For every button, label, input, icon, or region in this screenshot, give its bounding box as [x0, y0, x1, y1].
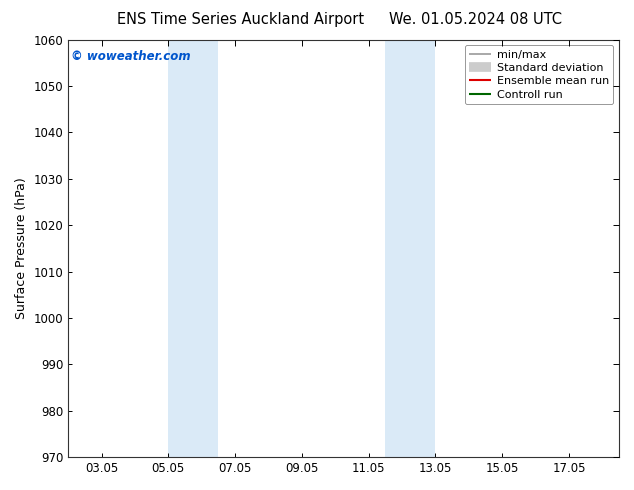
Text: ENS Time Series Auckland Airport: ENS Time Series Auckland Airport: [117, 12, 365, 27]
Legend: min/max, Standard deviation, Ensemble mean run, Controll run: min/max, Standard deviation, Ensemble me…: [465, 45, 614, 104]
Text: © woweather.com: © woweather.com: [71, 50, 191, 63]
Bar: [385, 40, 436, 457]
Text: We. 01.05.2024 08 UTC: We. 01.05.2024 08 UTC: [389, 12, 562, 27]
Bar: [168, 40, 218, 457]
Y-axis label: Surface Pressure (hPa): Surface Pressure (hPa): [15, 177, 28, 319]
